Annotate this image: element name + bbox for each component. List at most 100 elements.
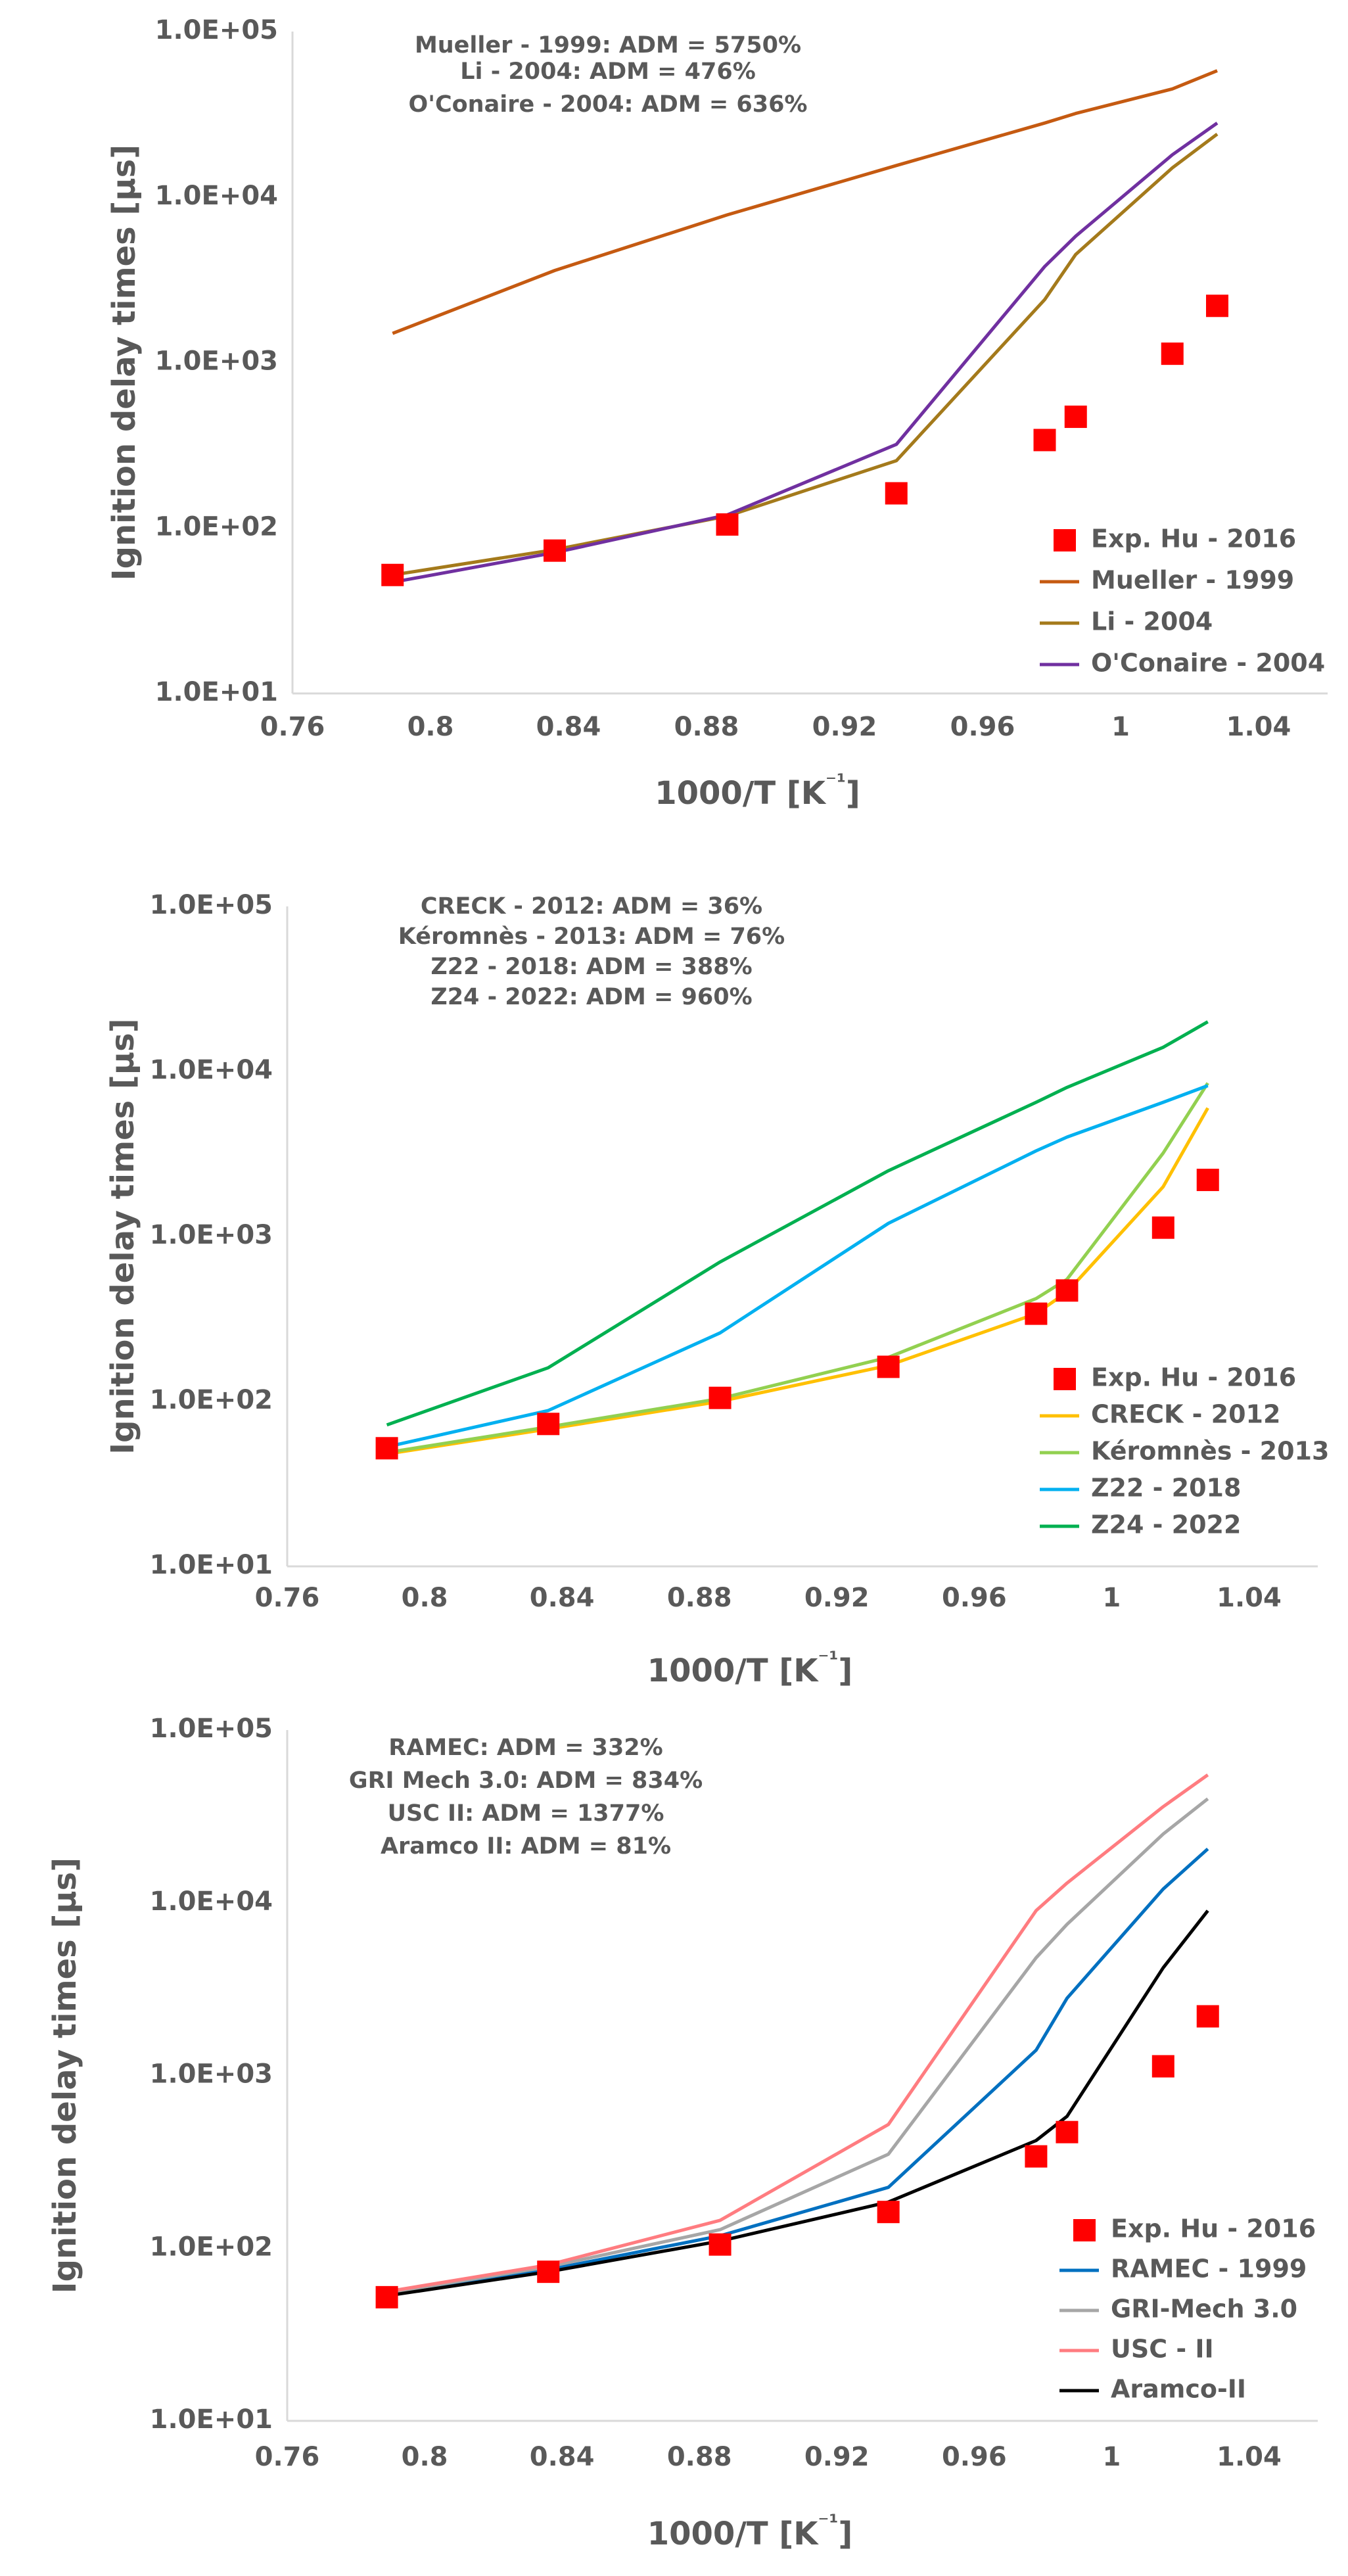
x-tick-label: 1.04 (1217, 2442, 1282, 2472)
adm-annotation: Li - 2004: ADM = 476% (460, 59, 756, 85)
adm-annotation: Z22 - 2018: ADM = 388% (430, 954, 752, 980)
x-tick-label: 0.92 (812, 712, 877, 742)
x-tick-label: 0.76 (255, 2442, 320, 2472)
adm-annotation: CRECK - 2012: ADM = 36% (421, 893, 762, 920)
data-point-exp (709, 2233, 732, 2256)
data-point-exp (1151, 1216, 1174, 1239)
legend-label: O'Conaire - 2004 (1091, 649, 1325, 678)
series-line (386, 1084, 1209, 1449)
y-tick-label: 1.0E+01 (150, 1550, 273, 1580)
x-tick-label: 0.96 (942, 2442, 1007, 2472)
y-tick-label: 1.0E+02 (150, 2232, 273, 2262)
data-point-exp (1056, 2120, 1079, 2143)
legend-label: USC - II (1111, 2335, 1214, 2364)
series-line (386, 1909, 1209, 2298)
data-point-exp (709, 1386, 732, 1409)
legend-label: Aramco-II (1111, 2375, 1246, 2404)
y-axis-title: Ignition delay times [µs] (47, 1858, 83, 2293)
series-line (386, 1847, 1209, 2297)
x-tick-label: 1.04 (1217, 1583, 1282, 1613)
adm-annotation: Mueller - 1999: ADM = 5750% (415, 32, 801, 59)
x-tick-label: 0.96 (950, 712, 1015, 742)
x-axis-title-bracket: ] (838, 2516, 852, 2552)
data-point-exp (877, 2201, 900, 2224)
x-tick-label: 0.76 (255, 1583, 320, 1613)
y-tick-label: 1.0E+01 (150, 2404, 273, 2435)
x-tick-label: 0.84 (530, 1583, 595, 1613)
x-axis-title: 1000/T [K⁻¹] (647, 2510, 853, 2552)
legend-label: GRI-Mech 3.0 (1111, 2295, 1297, 2324)
data-point-exp (1196, 2005, 1219, 2028)
data-point-exp (1196, 1169, 1219, 1192)
series-line (392, 122, 1219, 584)
y-tick-label: 1.0E+03 (155, 346, 278, 377)
y-tick-label: 1.0E+03 (150, 1220, 273, 1250)
legend-marker (1054, 529, 1076, 551)
chart-2: 1.0E+01 1.0E+02 1.0E+03 1.0E+04 1.0E+05 0.76 0… (105, 890, 1329, 1689)
x-tick-label: 0.8 (407, 712, 454, 742)
y-tick-label: 1.0E+04 (155, 181, 278, 211)
adm-annotation: Z24 - 2022: ADM = 960% (430, 984, 752, 1010)
legend-label: Z24 - 2022 (1091, 1510, 1241, 1539)
series-line (392, 69, 1218, 335)
series-line (386, 1082, 1209, 1455)
adm-annotation: Kéromnès - 2013: ADM = 76% (398, 924, 785, 950)
x-tick-label: 0.92 (804, 1583, 870, 1613)
x-axis-title: 1000/T [K⁻¹] (647, 1647, 853, 1689)
y-axis-title: Ignition delay times [µs] (106, 145, 143, 580)
data-point-exp (537, 2260, 560, 2283)
data-point-exp (1033, 429, 1056, 452)
series-line (386, 1797, 1209, 2295)
x-tick-label: 0.8 (402, 1583, 448, 1613)
data-point-exp (537, 1413, 560, 1436)
data-point-exp (716, 513, 739, 536)
adm-annotation: RAMEC: ADM = 332% (388, 1735, 662, 1761)
data-point-exp (1056, 1279, 1079, 1302)
x-tick-label: 0.76 (260, 712, 325, 742)
series-line (386, 1773, 1209, 2293)
x-tick-label: 1 (1102, 1583, 1121, 1613)
x-axis-title-main: 1000/T [K (647, 1652, 820, 1689)
x-axis-title-superscript: ⁻¹ (818, 1647, 838, 1672)
data-point-exp (1025, 1302, 1048, 1325)
legend-marker (1073, 2219, 1096, 2241)
adm-annotation: Aramco II: ADM = 81% (381, 1833, 671, 1860)
legend-label: CRECK - 2012 (1091, 1400, 1280, 1429)
y-axis-title: Ignition delay times [µs] (105, 1018, 141, 1454)
legend-label: Exp. Hu - 2016 (1091, 1363, 1296, 1392)
data-point-exp (1151, 2055, 1174, 2078)
legend-label: Exp. Hu - 2016 (1111, 2214, 1316, 2243)
legend-label: RAMEC - 1999 (1111, 2255, 1307, 2283)
y-tick-label: 1.0E+02 (150, 1385, 273, 1415)
adm-annotation: USC II: ADM = 1377% (388, 1800, 664, 1827)
x-tick-label: 1.04 (1226, 712, 1291, 742)
legend-marker (1054, 1368, 1076, 1390)
x-axis-title-main: 1000/T [K (655, 775, 827, 812)
data-point-exp (1064, 406, 1087, 429)
legend-label: Li - 2004 (1091, 607, 1213, 636)
x-tick-label: 0.88 (667, 1583, 732, 1613)
data-point-exp (1025, 2145, 1048, 2168)
y-tick-label: 1.0E+03 (150, 2059, 273, 2090)
data-point-exp (544, 539, 566, 562)
adm-annotation: GRI Mech 3.0: ADM = 834% (349, 1768, 703, 1794)
adm-annotation: O'Conaire - 2004: ADM = 636% (408, 91, 807, 118)
x-tick-label: 0.8 (402, 2442, 448, 2472)
x-axis-title-superscript: ⁻¹ (818, 2510, 838, 2535)
y-tick-label: 1.0E+05 (150, 890, 273, 920)
series-line (386, 1107, 1209, 1456)
data-point-exp (375, 2285, 398, 2308)
x-tick-label: 0.96 (942, 1583, 1007, 1613)
data-point-exp (381, 563, 404, 586)
y-tick-label: 1.0E+04 (150, 1055, 273, 1085)
series-line (392, 133, 1219, 577)
legend-label: Exp. Hu - 2016 (1091, 525, 1296, 553)
legend-label: Z22 - 2018 (1091, 1474, 1241, 1503)
x-tick-label: 0.88 (667, 2442, 732, 2472)
y-tick-label: 1.0E+04 (150, 1886, 273, 1917)
chart-1: 1.0E+01 1.0E+02 1.0E+03 1.0E+04 1.0E+05 0.76 0… (106, 15, 1328, 812)
y-tick-label: 1.0E+05 (150, 1714, 273, 1744)
y-tick-label: 1.0E+01 (155, 677, 278, 707)
legend-label: Mueller - 1999 (1091, 566, 1294, 595)
data-point-exp (375, 1437, 398, 1460)
